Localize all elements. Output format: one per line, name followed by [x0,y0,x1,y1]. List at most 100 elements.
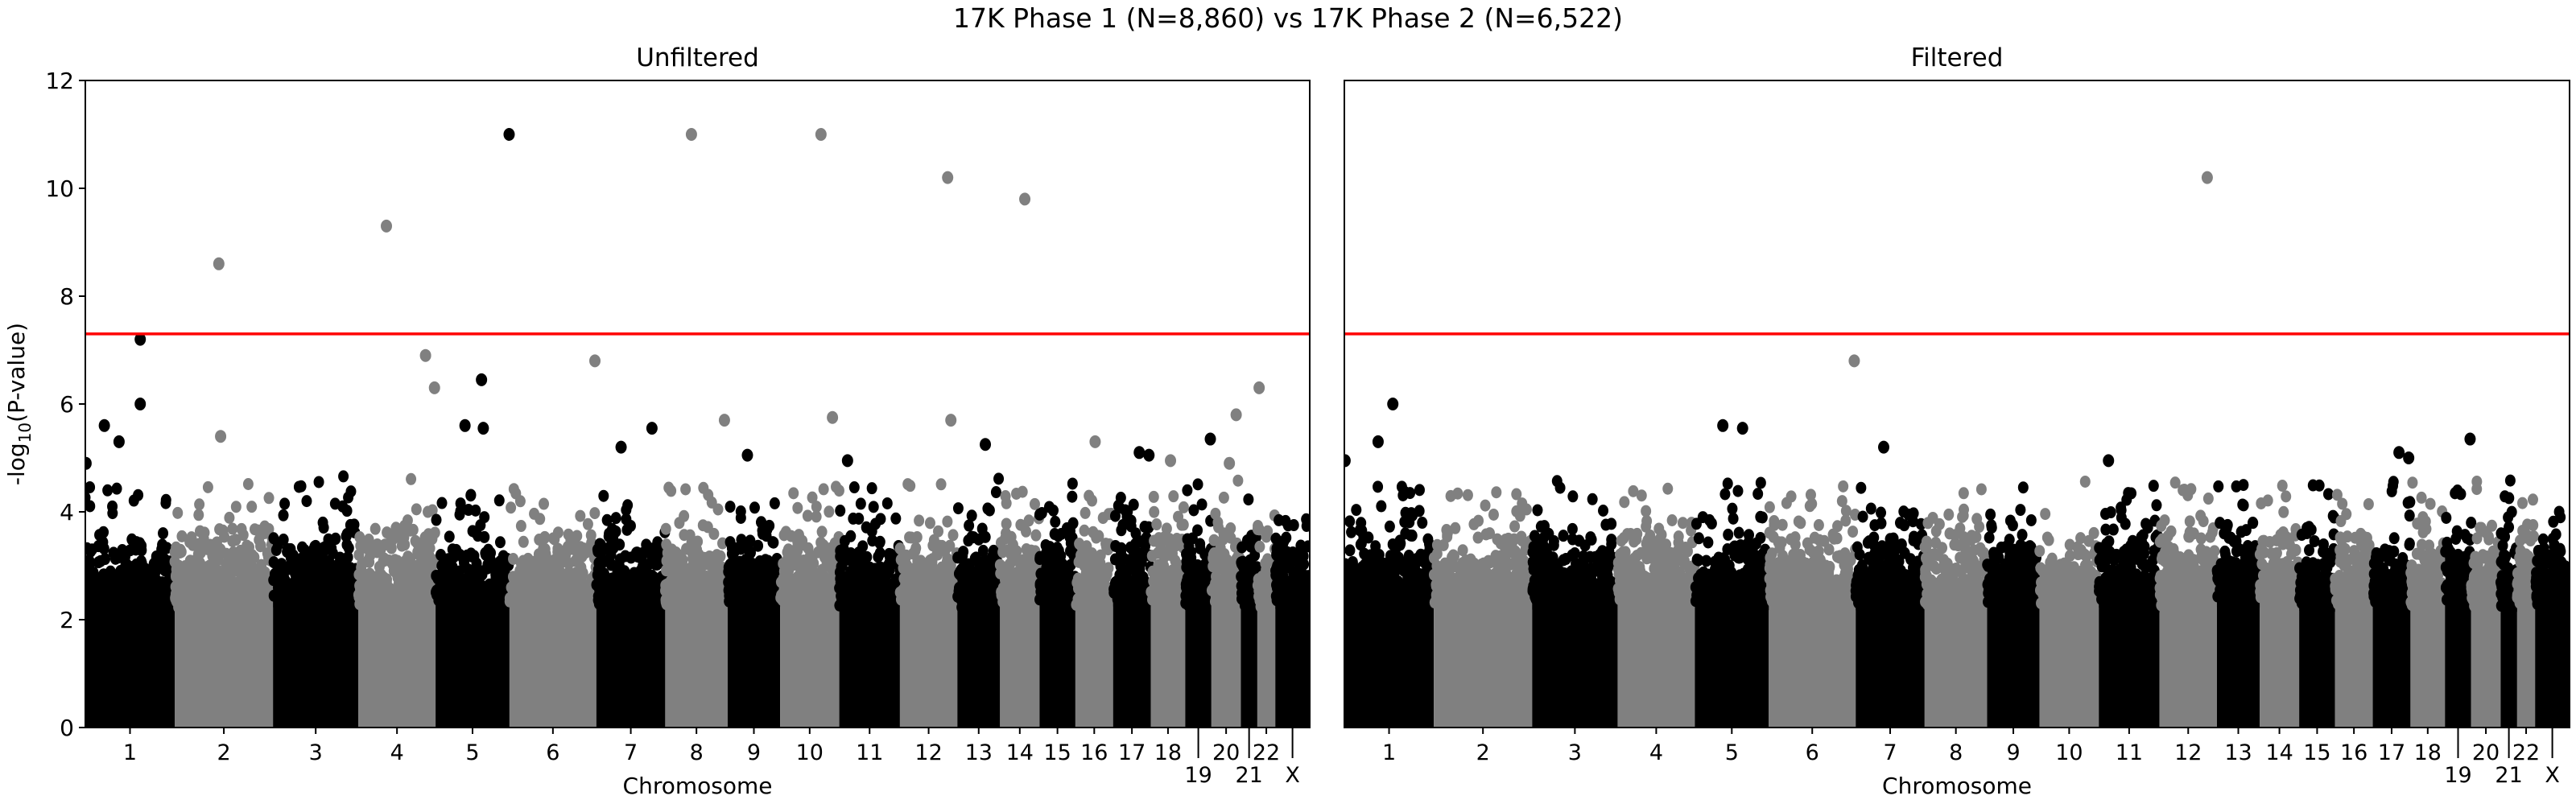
chromosome-4-snp-point [396,564,407,576]
chromosome-15-snp-point [1067,477,1078,489]
chromosome-17-snp-point [1125,596,1136,608]
chromosome-12-snp-point [917,585,927,597]
chromosome-6-snp-point [518,536,529,548]
chromosome-4-snp-point [381,583,391,596]
chromosome-3-snp-point [271,544,282,556]
chromosome-3-snp-point [341,530,352,542]
chromosome-4-snp-point [354,598,365,610]
chromosome-1-snp-point [100,600,110,612]
chromosome-5-snp-point [468,525,478,537]
chromosome-1-snp-point [133,489,143,501]
chromosome-12-snp-point [927,593,937,605]
snp-point-chr12 [945,414,956,427]
chromosome-2-snp-point [221,548,231,560]
chromosome-2-snp-point [172,507,183,519]
chromosome-2-snp-point [1501,560,1511,572]
chromosome-2-snp-point [238,529,249,541]
chromosome-2-snp-point [1517,497,1527,509]
chromosome-11-snp-point [861,521,872,534]
chromosome-1-snp-point [1378,563,1389,575]
chromosome-18-snp-point [1170,554,1180,567]
chromosome-4-snp-point [375,544,386,556]
chromosome-14-snp-point [1030,530,1041,542]
chromosome-X-snp-point [1270,533,1281,545]
chromosome-11-snp-point [875,547,886,559]
chromosome-8-snp-point [679,600,689,612]
chromosome-11-snp-point [859,581,869,593]
chromosome-12-snp-point [905,583,915,596]
chromosome-8-snp-point [694,548,704,560]
x-tick-label: 4 [390,740,404,765]
snp-point-chr20 [1231,408,1242,421]
chromosome-1-snp-point [112,483,122,495]
chromosome-4-snp-point [414,549,424,561]
chromosome-17-snp-point [1116,492,1126,504]
chromosome-15-snp-point [1034,551,1045,563]
chromosome-2-snp-point [183,579,193,591]
chromosome-5-snp-point [493,598,504,610]
chromosome-3-snp-point [349,518,360,530]
x-tick-label: 20 [1212,740,1240,765]
chromosome-3-snp-point [1606,517,1616,530]
chromosome-4-snp-point [398,575,408,587]
chromosome-10-snp-point [792,583,803,595]
y-tick-label: 4 [60,499,74,526]
chromosome-10-snp-point [819,483,829,495]
chromosome-16-snp-point [1077,594,1088,606]
chromosome-3-snp-point [296,480,307,493]
chromosome-9-snp-point [753,589,764,601]
chromosome-18-snp-point [1158,560,1169,572]
chromosome-2-snp-point [1482,567,1492,579]
chromosome-19-snp-point [1195,538,1205,550]
chromosome-5-snp-point [460,597,471,609]
chromosome-1-snp-point [109,591,119,603]
x-tick-label: 16 [1080,740,1108,765]
chromosome-9-snp-point [751,575,762,587]
chromosome-11-snp-point [890,513,901,525]
chromosome-17-snp-point [1126,583,1137,596]
chromosome-1-snp-point [160,592,171,604]
chromosome-1-snp-point [1401,507,1411,519]
snp-point-chr5 [460,419,471,432]
chromosome-11-snp-point [867,482,877,494]
chromosome-6-snp-point [529,508,539,520]
snp-point-chr14 [1019,192,1030,205]
chromosome-1-snp-point [1398,581,1409,593]
y-tick-label: 6 [60,391,74,418]
chromosome-2-snp-point [1461,589,1472,601]
snp-point-chr19 [1205,433,1216,446]
chromosome-2-snp-point [264,492,275,504]
chromosome-11-snp-point [869,575,880,587]
chromosome-12-snp-point [936,478,947,490]
y-axis-label: -log10(P-value) [3,323,35,485]
snp-point-chr2 [213,258,225,270]
x-tick-label: 17 [1118,740,1146,765]
chromosome-8-snp-point [674,550,684,562]
chromosome-12-snp-point [905,480,915,492]
chromosome-4-snp-point [386,542,397,554]
snp-point-chr17 [1133,446,1145,459]
chromosome-2-snp-point [1488,509,1499,521]
chromosome-14-snp-point [1001,576,1012,588]
chromosome-2-snp-point [220,574,230,586]
chromosome-13-snp-point [991,486,1001,498]
chromosome-16-snp-point [1093,530,1104,542]
snp-point-chr13 [980,438,991,451]
snp-point-chr22 [1253,381,1265,394]
chromosome-6-snp-point [564,580,574,592]
chromosome-10-snp-point [824,505,834,517]
chromosome-3-snp-point [279,509,289,521]
chromosome-8-snp-point [711,559,721,571]
chromosome-2-snp-point [258,590,268,602]
chromosome-4-snp-point [411,503,422,515]
snp-point-chr6 [589,354,601,367]
x-tick-label: 18 [1154,740,1182,765]
chromosome-3-snp-point [297,542,308,554]
chromosome-11-snp-point [840,535,850,547]
chromosome-15-snp-point [1050,516,1060,528]
chromosome-X-snp-point [1275,578,1286,590]
chromosome-6-snp-point [531,573,542,585]
chromosome-16-snp-point [1088,570,1098,582]
chromosome-1-snp-point [1401,564,1411,576]
